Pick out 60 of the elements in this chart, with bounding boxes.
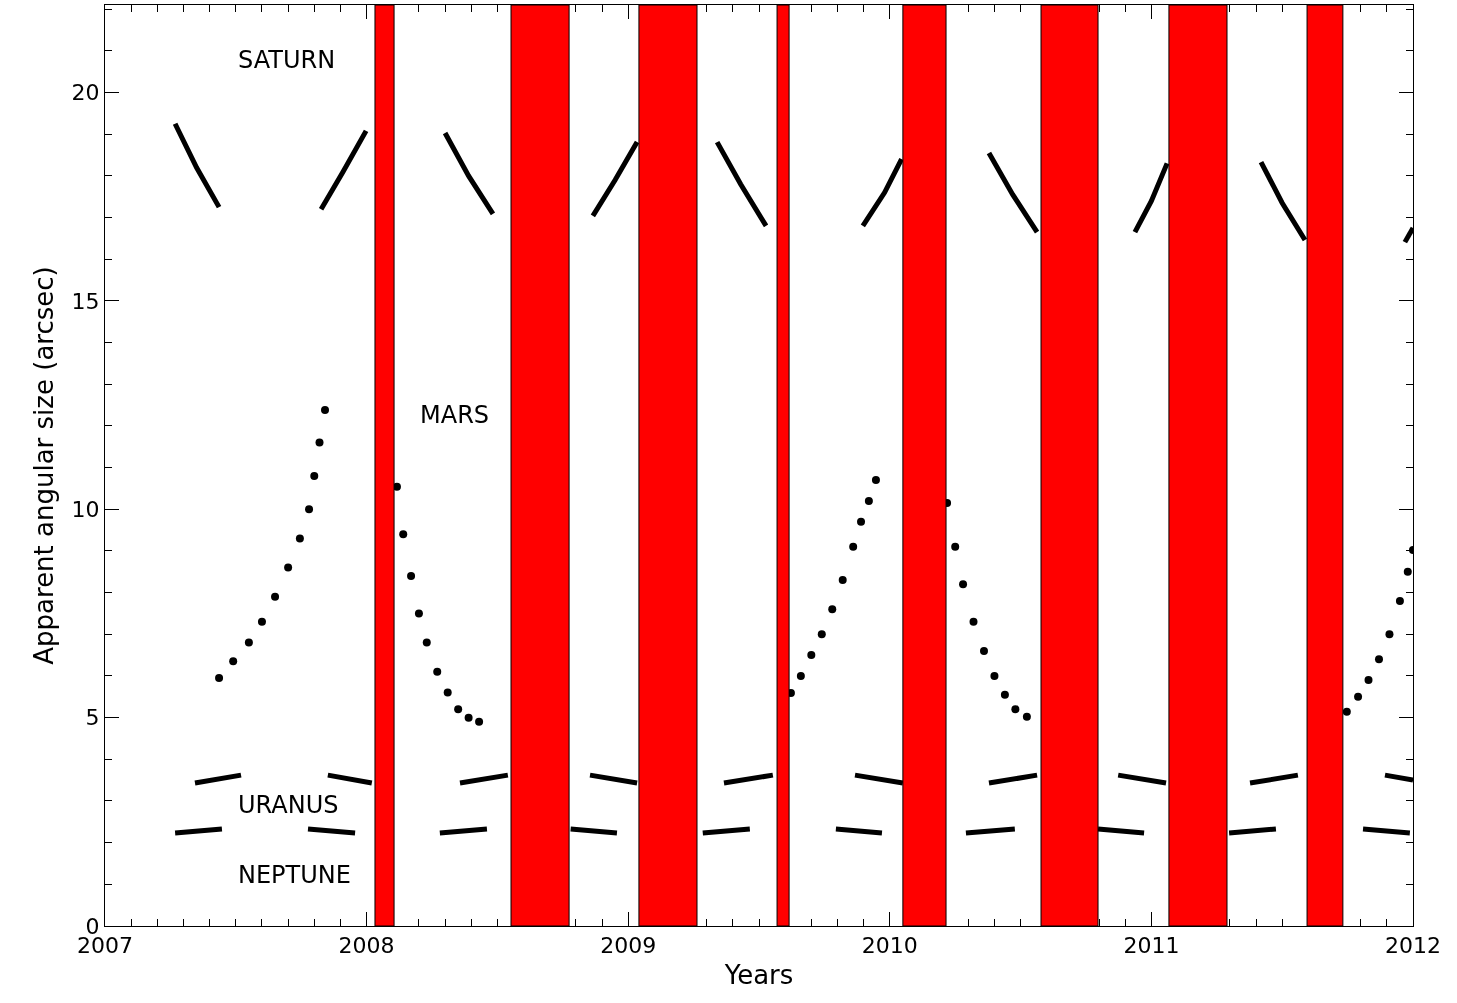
point	[1000, 690, 1009, 699]
point	[315, 438, 324, 447]
point	[422, 638, 431, 647]
y-tick-label: 20	[71, 80, 100, 106]
point	[1011, 705, 1020, 714]
point	[979, 646, 988, 655]
point	[475, 717, 484, 726]
point	[454, 705, 463, 714]
point	[215, 674, 224, 683]
x-axis-title: Years	[723, 960, 794, 991]
point	[257, 617, 266, 626]
y-axis-title: Apparent angular size (arcsec)	[29, 266, 59, 665]
point	[407, 571, 416, 580]
point	[1022, 712, 1031, 721]
point	[244, 638, 253, 647]
point	[1395, 596, 1404, 605]
annotation: SATURN	[238, 46, 336, 74]
point	[1385, 630, 1394, 639]
x-tick-label: 2012	[1385, 933, 1441, 959]
x-tick-label: 2010	[861, 933, 918, 959]
point	[295, 534, 304, 543]
x-tick-label: 2009	[600, 933, 657, 959]
point	[305, 505, 314, 514]
x-tick-label: 2011	[1123, 933, 1180, 959]
point	[796, 671, 805, 680]
point	[807, 651, 816, 660]
point	[1374, 655, 1383, 664]
point	[310, 471, 319, 480]
point	[321, 406, 330, 415]
point	[271, 592, 280, 601]
point	[284, 563, 293, 572]
point	[969, 617, 978, 626]
annotation: MARS	[420, 401, 490, 429]
point	[849, 542, 858, 551]
point	[443, 688, 452, 697]
point	[951, 542, 960, 551]
x-tick-label: 2007	[77, 933, 133, 959]
point	[857, 517, 866, 526]
point	[414, 609, 423, 618]
point	[229, 657, 238, 666]
point	[871, 476, 880, 485]
point	[959, 580, 968, 589]
annotation: URANUS	[238, 791, 339, 819]
annotation: NEPTUNE	[238, 861, 351, 889]
point	[433, 667, 442, 676]
point	[828, 605, 837, 614]
point	[1364, 676, 1373, 685]
point	[838, 576, 847, 585]
point	[817, 630, 826, 639]
point	[990, 671, 999, 680]
y-tick-label: 15	[71, 288, 100, 314]
x-tick-label: 2008	[338, 933, 395, 959]
point	[1354, 692, 1363, 701]
y-tick-label: 5	[85, 705, 100, 731]
y-tick-label: 10	[71, 496, 100, 522]
point	[864, 496, 873, 505]
point	[1342, 707, 1351, 716]
point	[1403, 567, 1412, 576]
point	[399, 530, 408, 539]
point	[464, 713, 473, 722]
